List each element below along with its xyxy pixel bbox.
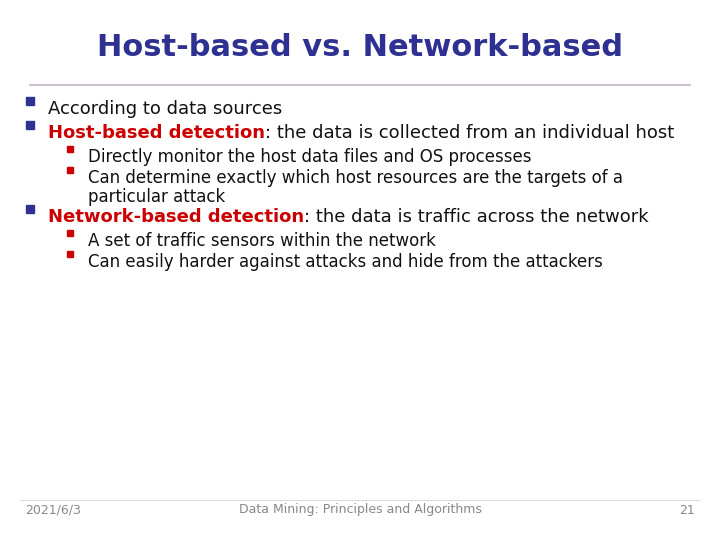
- Text: According to data sources: According to data sources: [48, 100, 282, 118]
- Text: Directly monitor the host data files and OS processes: Directly monitor the host data files and…: [88, 148, 531, 166]
- Text: Host-based detection: Host-based detection: [48, 124, 265, 142]
- Text: A set of traffic sensors within the network: A set of traffic sensors within the netw…: [88, 232, 436, 250]
- Text: Network-based detection: Network-based detection: [48, 208, 304, 226]
- Text: : the data is traffic across the network: : the data is traffic across the network: [304, 208, 649, 226]
- Text: 2021/6/3: 2021/6/3: [25, 503, 81, 516]
- Text: particular attack: particular attack: [88, 187, 225, 206]
- Text: 21: 21: [679, 503, 695, 516]
- Text: Data Mining: Principles and Algorithms: Data Mining: Principles and Algorithms: [238, 503, 482, 516]
- Text: : the data is collected from an individual host: : the data is collected from an individu…: [265, 124, 674, 142]
- Text: Can easily harder against attacks and hide from the attackers: Can easily harder against attacks and hi…: [88, 253, 603, 271]
- Text: Host-based vs. Network-based: Host-based vs. Network-based: [97, 33, 623, 63]
- Text: Can determine exactly which host resources are the targets of a: Can determine exactly which host resourc…: [88, 169, 623, 187]
